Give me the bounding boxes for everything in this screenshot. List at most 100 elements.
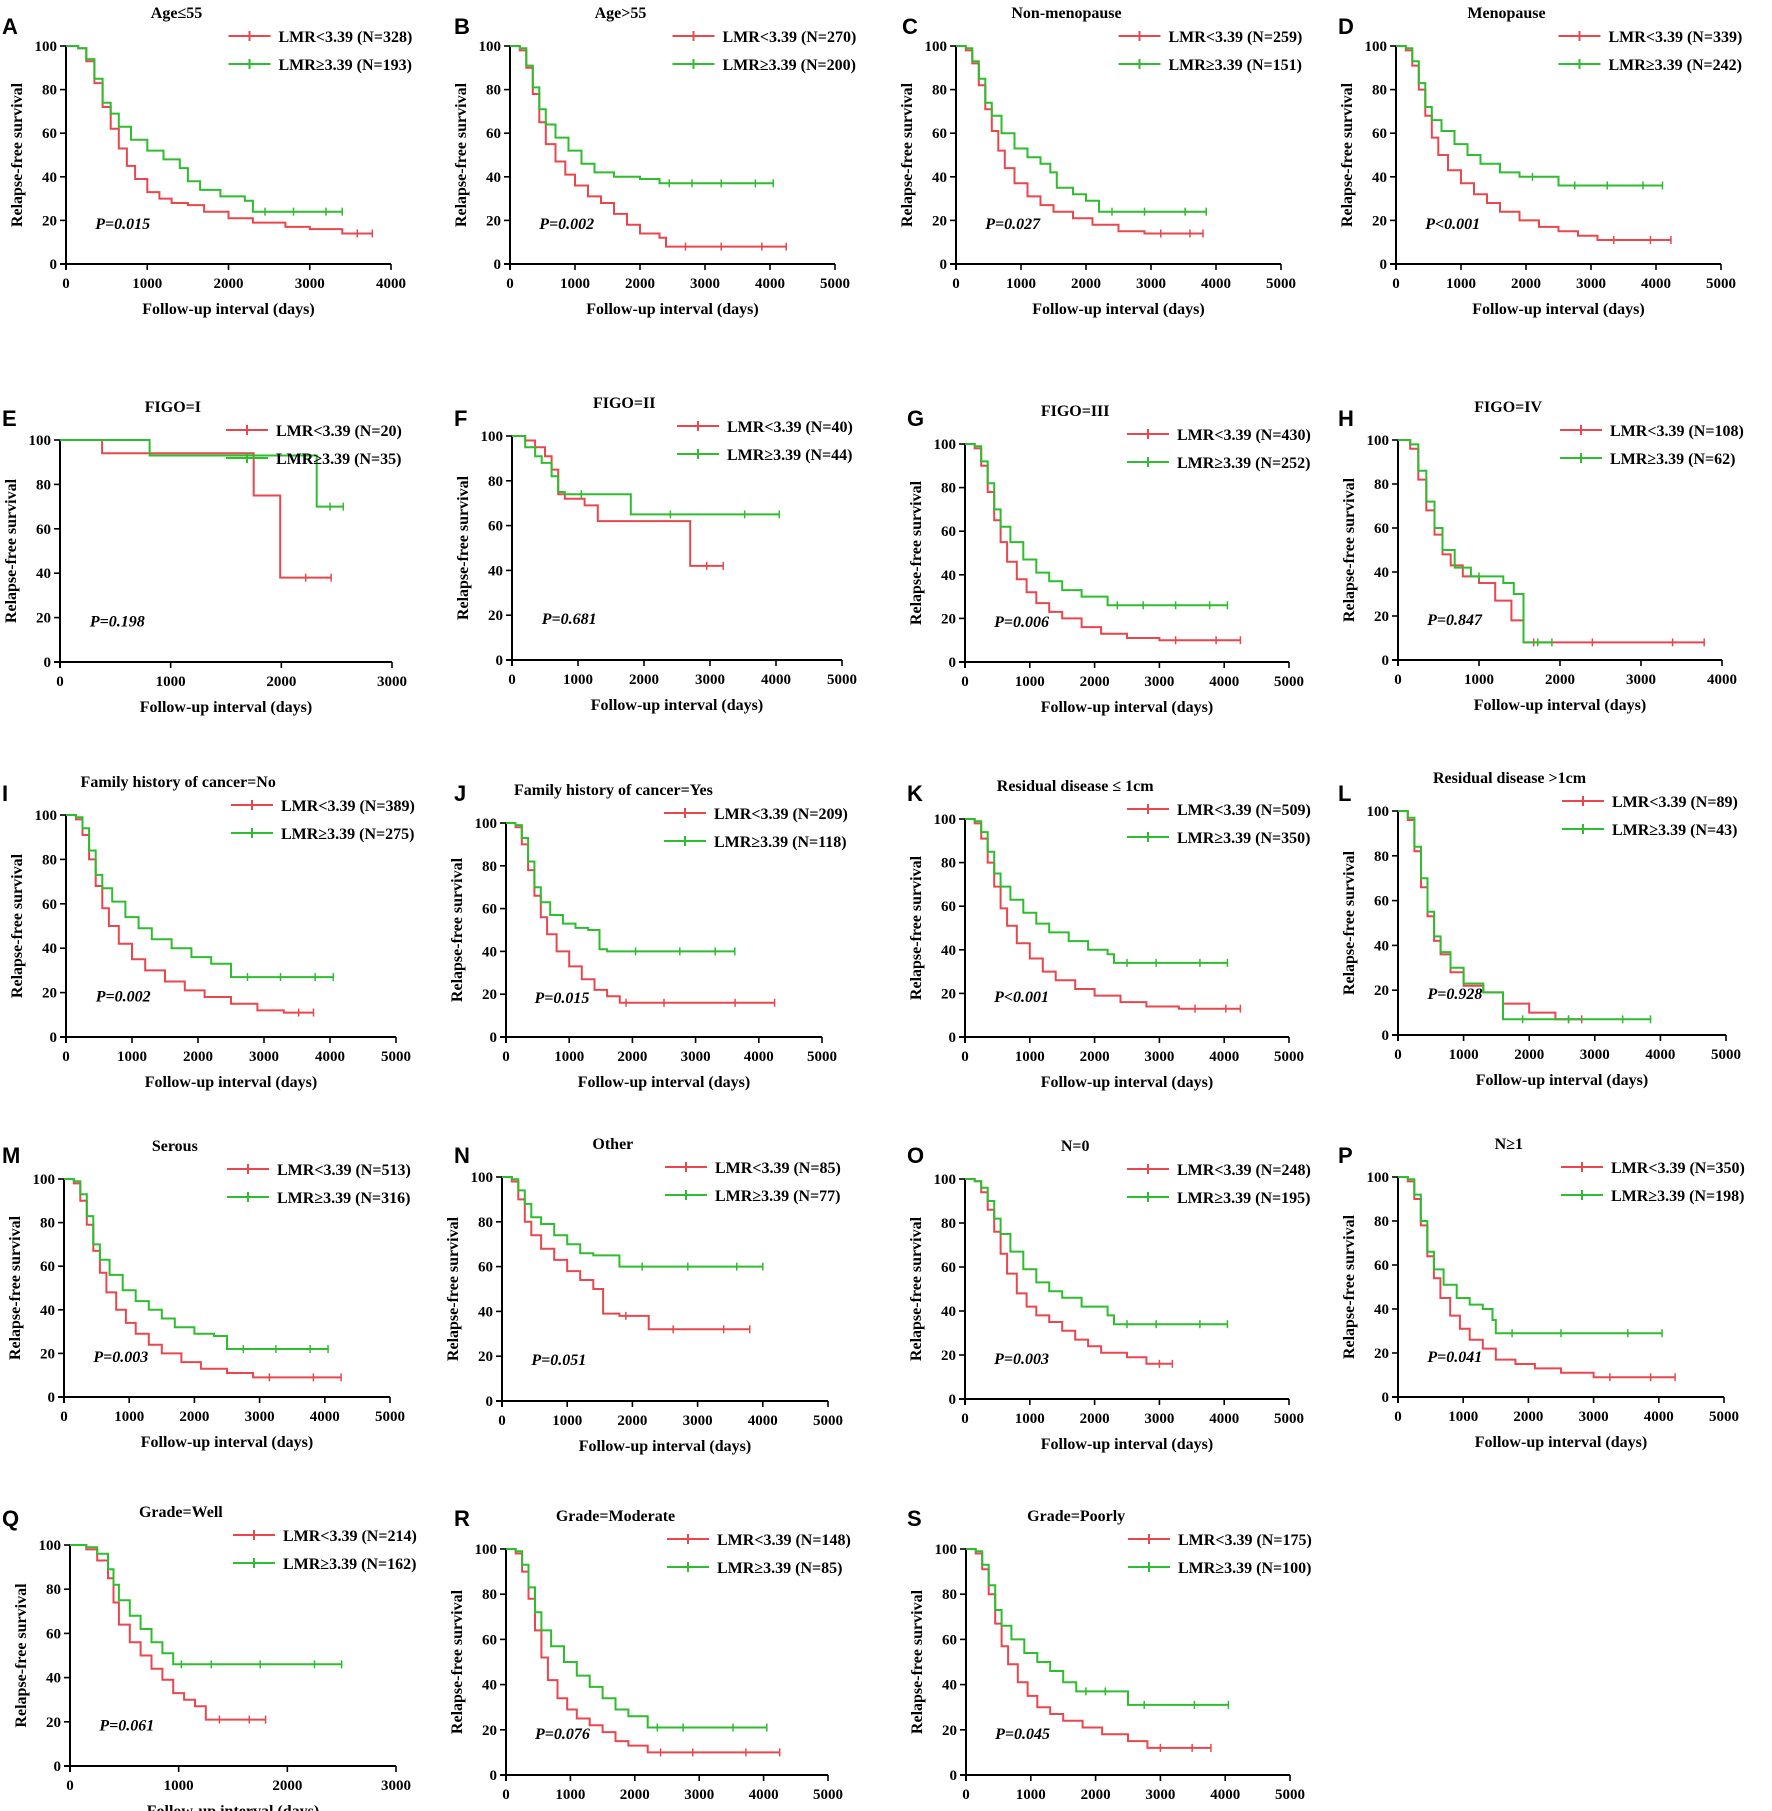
y-tick-label: 60 bbox=[40, 1259, 55, 1275]
y-axis-title: Relapse-free survival bbox=[9, 853, 26, 998]
km-curve-high-lmr bbox=[510, 45, 774, 185]
x-tick-label: 2000 bbox=[1545, 672, 1575, 688]
chart-title-l: Residual disease >1cm bbox=[1433, 770, 1587, 787]
chart-title-f: FIGO=II bbox=[593, 395, 655, 412]
legend-label: LMR<3.39 (N=430) bbox=[1177, 427, 1311, 444]
km-curve-low-lmr bbox=[60, 439, 332, 579]
x-tick-label: 1000 bbox=[1449, 1047, 1479, 1063]
km-curve-high-lmr bbox=[965, 818, 1228, 964]
y-tick-label: 80 bbox=[40, 1216, 55, 1232]
y-tick-label: 20 bbox=[942, 1723, 957, 1739]
p-value: P=0.003 bbox=[92, 1349, 148, 1366]
y-axis-title: Relapse-free survival bbox=[13, 1583, 30, 1728]
x-tick-label: 0 bbox=[961, 1049, 969, 1065]
x-tick-label: 3000 bbox=[1626, 672, 1656, 688]
x-axis-title: Follow-up interval (days) bbox=[147, 1803, 319, 1811]
y-tick-label: 20 bbox=[932, 213, 947, 229]
chart-title-m: Serous bbox=[152, 1138, 198, 1155]
y-tick-label: 20 bbox=[482, 987, 497, 1003]
legend-label: LMR<3.39 (N=248) bbox=[1177, 1162, 1311, 1179]
x-tick-label: 4000 bbox=[1645, 1047, 1675, 1063]
x-tick-label: 2000 bbox=[1513, 1409, 1543, 1425]
x-tick-label: 2000 bbox=[1080, 1411, 1110, 1427]
legend-label: LMR≥3.39 (N=350) bbox=[1177, 830, 1310, 847]
chart-title-k: Residual disease ≤ 1cm bbox=[997, 778, 1154, 795]
legend-label: LMR<3.39 (N=85) bbox=[715, 1160, 841, 1177]
x-tick-label: 0 bbox=[56, 674, 64, 690]
km-curve-high-lmr bbox=[966, 1548, 1229, 1706]
x-tick-label: 4000 bbox=[1209, 1411, 1239, 1427]
y-tick-label: 100 bbox=[925, 39, 948, 55]
legend-label: LMR≥3.39 (N=118) bbox=[714, 834, 847, 851]
x-tick-label: 0 bbox=[952, 276, 960, 292]
x-tick-label: 3000 bbox=[1576, 276, 1606, 292]
y-axis-title: Relapse-free survival bbox=[899, 82, 916, 227]
legend-label: LMR≥3.39 (N=242) bbox=[1609, 57, 1742, 74]
x-tick-label: 4000 bbox=[1641, 276, 1671, 292]
legend-label: LMR≥3.39 (N=44) bbox=[727, 447, 852, 464]
x-tick-label: 4000 bbox=[376, 276, 406, 292]
x-tick-label: 2000 bbox=[625, 276, 655, 292]
x-tick-label: 2000 bbox=[266, 674, 296, 690]
y-tick-label: 0 bbox=[486, 1394, 494, 1410]
panel-letter-q: Q bbox=[2, 1506, 19, 1531]
p-value: P=0.027 bbox=[984, 216, 1041, 233]
x-tick-label: 4000 bbox=[1209, 674, 1239, 690]
x-tick-label: 3000 bbox=[695, 672, 725, 688]
panel-letter-n: N bbox=[454, 1143, 470, 1168]
chart-title-c: Non-menopause bbox=[1011, 5, 1121, 22]
y-axis-title: Relapse-free survival bbox=[455, 475, 472, 620]
km-curve-high-lmr bbox=[956, 45, 1207, 213]
km-curve-high-lmr bbox=[1398, 1176, 1663, 1335]
y-tick-label: 60 bbox=[46, 1626, 61, 1642]
y-tick-label: 20 bbox=[1372, 213, 1387, 229]
y-tick-label: 20 bbox=[482, 1723, 497, 1739]
x-tick-label: 2000 bbox=[272, 1778, 302, 1794]
p-value: P<0.001 bbox=[993, 989, 1049, 1006]
x-tick-label: 1000 bbox=[117, 1049, 147, 1065]
x-tick-label: 5000 bbox=[827, 672, 857, 688]
x-tick-label: 3000 bbox=[1145, 1787, 1175, 1803]
y-tick-label: 80 bbox=[482, 1587, 497, 1603]
x-tick-label: 2000 bbox=[1081, 1787, 1111, 1803]
x-tick-label: 5000 bbox=[1266, 276, 1296, 292]
x-tick-label: 4000 bbox=[315, 1049, 345, 1065]
x-tick-label: 5000 bbox=[375, 1409, 405, 1425]
y-tick-label: 20 bbox=[486, 213, 501, 229]
y-tick-label: 60 bbox=[1374, 1258, 1389, 1274]
x-tick-label: 0 bbox=[62, 276, 70, 292]
y-tick-label: 20 bbox=[1374, 609, 1389, 625]
x-axis-title: Follow-up interval (days) bbox=[1474, 697, 1646, 714]
km-curve-high-lmr bbox=[60, 439, 344, 508]
y-tick-label: 20 bbox=[478, 1349, 493, 1365]
km-curve-low-lmr bbox=[70, 1544, 266, 1721]
y-tick-label: 0 bbox=[48, 1390, 56, 1406]
y-tick-label: 40 bbox=[488, 563, 503, 579]
y-tick-label: 40 bbox=[941, 943, 956, 959]
legend-label: LMR<3.39 (N=89) bbox=[1612, 794, 1738, 811]
p-value: P=0.015 bbox=[533, 990, 589, 1007]
x-tick-label: 0 bbox=[502, 1787, 510, 1803]
chart-title-e: FIGO=I bbox=[145, 399, 201, 416]
x-tick-label: 2000 bbox=[1514, 1047, 1544, 1063]
y-axis-title: Relapse-free survival bbox=[1341, 477, 1358, 622]
x-tick-label: 1000 bbox=[114, 1409, 144, 1425]
chart-title-d: Menopause bbox=[1467, 5, 1545, 22]
y-tick-label: 80 bbox=[486, 83, 501, 99]
km-curve-low-lmr bbox=[966, 1548, 1211, 1749]
y-tick-label: 60 bbox=[1374, 521, 1389, 537]
y-axis-title: Relapse-free survival bbox=[908, 1216, 925, 1361]
y-tick-label: 20 bbox=[42, 213, 57, 229]
chart-title-p: N≥1 bbox=[1495, 1136, 1523, 1153]
km-curve-high-lmr bbox=[506, 1548, 767, 1729]
panel-letter-o: O bbox=[907, 1143, 924, 1168]
x-tick-label: 0 bbox=[1394, 1047, 1402, 1063]
y-tick-label: 60 bbox=[36, 522, 51, 538]
p-value: P=0.051 bbox=[530, 1352, 586, 1369]
y-tick-label: 100 bbox=[934, 812, 957, 828]
panel-letter-e: E bbox=[2, 406, 17, 431]
legend-label: LMR<3.39 (N=40) bbox=[727, 419, 853, 436]
y-tick-label: 100 bbox=[1367, 433, 1390, 449]
